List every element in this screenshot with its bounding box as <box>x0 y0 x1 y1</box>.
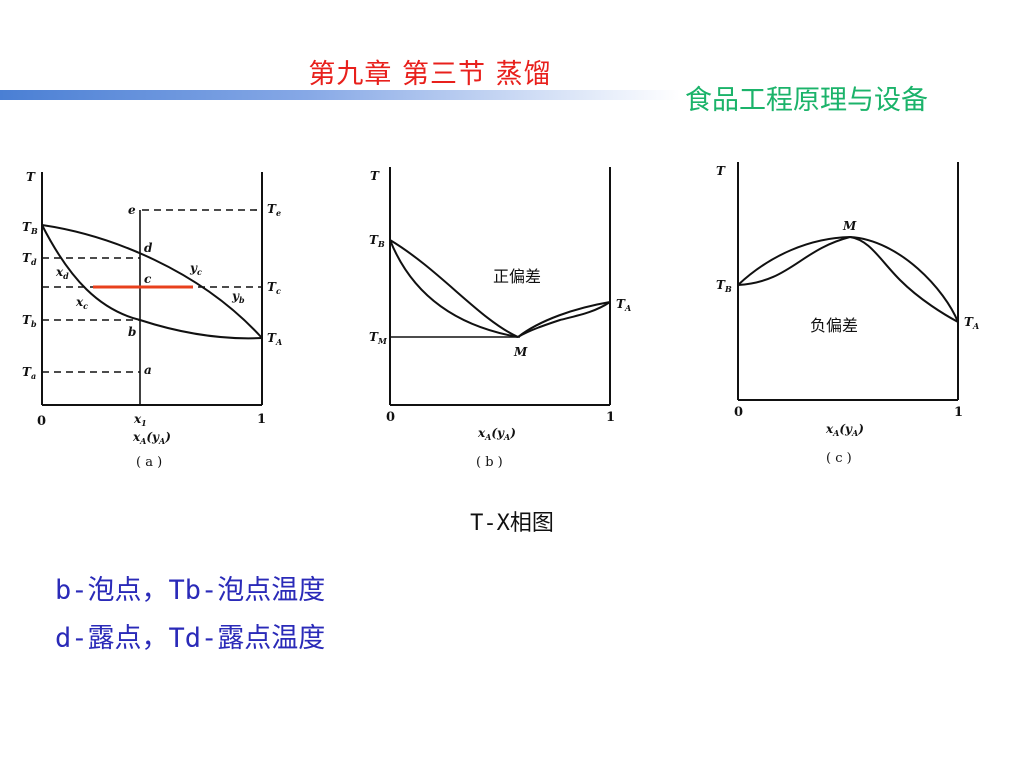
svg-text:TB: TB <box>369 233 385 249</box>
fig-c-upper-right-curve <box>849 236 959 323</box>
fig-c-M-label: M <box>842 219 857 233</box>
svg-text:TA: TA <box>616 297 631 313</box>
fig-a-dew-curve <box>41 224 263 339</box>
fig-a-Tc-label: T <box>267 280 277 294</box>
fig-a-xd-label: x <box>55 265 64 279</box>
fig-a-caption: ( a ) <box>136 455 162 470</box>
fig-a-Te-label: T <box>267 202 277 216</box>
figure-caption: T-X相图 <box>470 511 554 536</box>
figure-b <box>389 167 611 406</box>
figure-b-labels: T TB TM TA M 正偏差 0 1 xA(yA) ( b ) <box>369 169 631 470</box>
fig-b-note: 正偏差 <box>493 267 541 286</box>
fig-b-lower-right-curve <box>517 301 611 338</box>
svg-text:TA: TA <box>964 315 979 331</box>
fig-b-TA-label: T <box>616 297 626 311</box>
fig-b-TM-label: T <box>369 330 379 344</box>
fig-c-TA-label: T <box>964 315 974 329</box>
fig-c-TB-label: T <box>716 278 726 292</box>
fig-a-xc-label: x <box>75 295 84 309</box>
fig-c-T-label: T <box>716 164 726 178</box>
svg-text:yb: yb <box>231 289 245 305</box>
fig-c-lower-right-curve <box>849 236 959 323</box>
figure-c-labels: T TB TA M 负偏差 0 1 xA(yA) ( c ) <box>716 164 979 466</box>
tx-phase-diagrams: T TB Td Tb Ta Te Tc TA e d c b a xd xc y… <box>22 162 979 470</box>
svg-text:Tc: Tc <box>267 280 281 296</box>
fig-b-upper-right-curve <box>517 301 611 338</box>
svg-text:TB: TB <box>22 220 38 236</box>
svg-text:TA: TA <box>267 331 282 347</box>
svg-text:yc: yc <box>189 261 202 277</box>
fig-a-point-d: d <box>144 241 153 255</box>
fig-a-point-e: e <box>128 203 136 217</box>
fig-b-upper-left-curve <box>389 239 519 338</box>
svg-text:xd: xd <box>55 265 69 281</box>
fig-a-Ta-label: T <box>22 365 32 379</box>
fig-a-TA-label: T <box>267 331 277 345</box>
svg-text:TB: TB <box>716 278 732 294</box>
fig-c-lower-left-curve <box>737 236 851 286</box>
fig-a-T-label: T <box>26 170 36 184</box>
fig-a-x1-label: x <box>133 412 142 426</box>
fig-a-Tb-label: T <box>22 313 32 327</box>
fig-c-caption: ( c ) <box>826 451 852 466</box>
svg-text:x1: x1 <box>133 412 147 428</box>
fig-a-yc-label: y <box>189 261 198 275</box>
note-bubble-point: b-泡点，Tb-泡点温度 <box>55 575 326 606</box>
course-subtitle: 食品工程原理与设备 <box>685 85 928 116</box>
fig-c-note: 负偏差 <box>810 316 858 335</box>
fig-a-x-origin: 0 <box>37 414 46 429</box>
svg-text:xA(yA): xA(yA) <box>132 430 171 446</box>
figure-c <box>737 162 959 401</box>
svg-text:Ta: Ta <box>22 365 36 381</box>
svg-text:TM: TM <box>369 330 388 346</box>
svg-text:Td: Td <box>22 251 37 267</box>
fig-b-lower-left-curve <box>389 239 519 338</box>
fig-a-yb-label: y <box>231 289 240 303</box>
fig-a-point-a: a <box>144 363 152 377</box>
fig-c-x-one: 1 <box>954 405 963 420</box>
fig-a-xlabel: x <box>132 430 141 444</box>
figure-a <box>41 172 263 406</box>
fig-b-x-one: 1 <box>606 410 615 425</box>
fig-a-point-c: c <box>144 272 152 286</box>
header-gradient-bar <box>0 90 680 100</box>
fig-a-Td-label: T <box>22 251 32 265</box>
slide-title: 第九章 第三节 蒸馏 <box>308 59 552 90</box>
fig-b-x-origin: 0 <box>386 410 395 425</box>
fig-a-TB-label: T <box>22 220 32 234</box>
fig-b-caption: ( b ) <box>476 455 503 470</box>
fig-b-TB-label: T <box>369 233 379 247</box>
svg-text:xA(yA): xA(yA) <box>477 426 516 442</box>
svg-text:Tb: Tb <box>22 313 37 329</box>
fig-b-T-label: T <box>370 169 380 183</box>
figure-a-labels: T TB Td Tb Ta Te Tc TA e d c b a xd xc y… <box>22 170 282 470</box>
svg-text:Te: Te <box>267 202 281 218</box>
svg-text:xc: xc <box>75 295 88 311</box>
fig-a-x-one: 1 <box>257 412 266 427</box>
fig-c-x-origin: 0 <box>734 405 743 420</box>
note-dew-point: d-露点，Td-露点温度 <box>55 623 326 654</box>
fig-b-M-label: M <box>513 345 528 359</box>
svg-text:xA(yA): xA(yA) <box>825 422 864 438</box>
fig-c-upper-left-curve <box>737 236 851 286</box>
fig-a-point-b: b <box>128 325 136 339</box>
